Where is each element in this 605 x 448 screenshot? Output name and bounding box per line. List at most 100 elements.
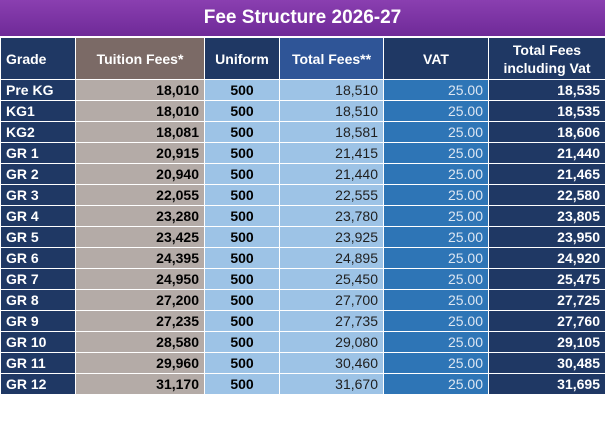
cell-total-including-vat: 21,440 [488, 142, 605, 164]
cell-total-including-vat: 30,485 [488, 352, 605, 374]
cell-grade: GR 11 [0, 352, 76, 374]
cell-total-fees: 29,080 [279, 331, 384, 353]
fee-table-body: Pre KG 18,010 500 18,510 25.00 18,535 KG1 18,01… [0, 79, 605, 395]
table-header-row: Grade Tuition Fees* Uniform Total Fees**… [0, 37, 605, 80]
cell-vat: 25.00 [383, 163, 489, 185]
cell-uniform: 500 [204, 184, 280, 206]
cell-total-fees: 18,581 [279, 121, 384, 143]
cell-vat: 25.00 [383, 247, 489, 269]
cell-total-fees: 18,510 [279, 100, 384, 122]
cell-tuition-fees: 18,010 [75, 79, 205, 101]
cell-uniform: 500 [204, 121, 280, 143]
table-row: GR 11 29,960 500 30,460 25.00 30,485 [0, 352, 605, 374]
cell-total-fees: 27,735 [279, 310, 384, 332]
cell-total-fees: 31,670 [279, 373, 384, 395]
cell-total-fees: 18,510 [279, 79, 384, 101]
cell-grade: GR 10 [0, 331, 76, 353]
table-row: KG1 18,010 500 18,510 25.00 18,535 [0, 100, 605, 122]
cell-uniform: 500 [204, 79, 280, 101]
table-row: GR 7 24,950 500 25,450 25.00 25,475 [0, 268, 605, 290]
cell-grade: GR 8 [0, 289, 76, 311]
table-row: GR 8 27,200 500 27,700 25.00 27,725 [0, 289, 605, 311]
cell-total-including-vat: 23,805 [488, 205, 605, 227]
cell-tuition-fees: 18,010 [75, 100, 205, 122]
cell-tuition-fees: 29,960 [75, 352, 205, 374]
cell-uniform: 500 [204, 289, 280, 311]
table-row: GR 10 28,580 500 29,080 25.00 29,105 [0, 331, 605, 353]
cell-vat: 25.00 [383, 226, 489, 248]
cell-uniform: 500 [204, 331, 280, 353]
cell-tuition-fees: 23,425 [75, 226, 205, 248]
cell-total-fees: 22,555 [279, 184, 384, 206]
cell-vat: 25.00 [383, 121, 489, 143]
cell-vat: 25.00 [383, 142, 489, 164]
cell-grade: Pre KG [0, 79, 76, 101]
cell-uniform: 500 [204, 373, 280, 395]
cell-uniform: 500 [204, 142, 280, 164]
cell-grade: GR 9 [0, 310, 76, 332]
cell-grade: GR 4 [0, 205, 76, 227]
cell-uniform: 500 [204, 226, 280, 248]
table-row: GR 5 23,425 500 23,925 25.00 23,950 [0, 226, 605, 248]
cell-uniform: 500 [204, 205, 280, 227]
column-header-vat: VAT [383, 37, 489, 80]
cell-uniform: 500 [204, 247, 280, 269]
cell-vat: 25.00 [383, 268, 489, 290]
cell-tuition-fees: 27,200 [75, 289, 205, 311]
cell-grade: GR 1 [0, 142, 76, 164]
cell-tuition-fees: 24,395 [75, 247, 205, 269]
cell-vat: 25.00 [383, 100, 489, 122]
page-title: Fee Structure 2026-27 [0, 0, 605, 37]
cell-vat: 25.00 [383, 310, 489, 332]
cell-total-including-vat: 18,535 [488, 100, 605, 122]
cell-tuition-fees: 23,280 [75, 205, 205, 227]
cell-tuition-fees: 24,950 [75, 268, 205, 290]
cell-vat: 25.00 [383, 352, 489, 374]
column-header-total-fees: Total Fees** [279, 37, 384, 80]
cell-vat: 25.00 [383, 331, 489, 353]
fee-table: Grade Tuition Fees* Uniform Total Fees**… [0, 37, 605, 395]
cell-uniform: 500 [204, 268, 280, 290]
cell-total-fees: 23,925 [279, 226, 384, 248]
cell-total-including-vat: 31,695 [488, 373, 605, 395]
table-row: GR 12 31,170 500 31,670 25.00 31,695 [0, 373, 605, 395]
cell-tuition-fees: 28,580 [75, 331, 205, 353]
cell-grade: GR 6 [0, 247, 76, 269]
cell-tuition-fees: 27,235 [75, 310, 205, 332]
cell-grade: GR 5 [0, 226, 76, 248]
column-header-tuition-fees: Tuition Fees* [75, 37, 205, 80]
cell-total-including-vat: 24,920 [488, 247, 605, 269]
cell-total-fees: 25,450 [279, 268, 384, 290]
cell-tuition-fees: 22,055 [75, 184, 205, 206]
cell-total-including-vat: 21,465 [488, 163, 605, 185]
cell-total-fees: 23,780 [279, 205, 384, 227]
cell-grade: KG1 [0, 100, 76, 122]
cell-total-including-vat: 22,580 [488, 184, 605, 206]
cell-vat: 25.00 [383, 289, 489, 311]
cell-vat: 25.00 [383, 79, 489, 101]
cell-grade: GR 7 [0, 268, 76, 290]
column-header-uniform: Uniform [204, 37, 280, 80]
column-header-total-including-vat: Total Fees including Vat [488, 37, 605, 80]
cell-total-fees: 27,700 [279, 289, 384, 311]
cell-total-fees: 21,415 [279, 142, 384, 164]
cell-uniform: 500 [204, 310, 280, 332]
cell-uniform: 500 [204, 352, 280, 374]
cell-tuition-fees: 20,940 [75, 163, 205, 185]
cell-total-fees: 21,440 [279, 163, 384, 185]
cell-vat: 25.00 [383, 205, 489, 227]
column-header-grade: Grade [0, 37, 76, 80]
cell-total-including-vat: 27,760 [488, 310, 605, 332]
cell-uniform: 500 [204, 163, 280, 185]
cell-total-fees: 30,460 [279, 352, 384, 374]
cell-total-including-vat: 23,950 [488, 226, 605, 248]
cell-total-including-vat: 25,475 [488, 268, 605, 290]
cell-grade: GR 12 [0, 373, 76, 395]
table-row: GR 4 23,280 500 23,780 25.00 23,805 [0, 205, 605, 227]
table-row: GR 6 24,395 500 24,895 25.00 24,920 [0, 247, 605, 269]
cell-vat: 25.00 [383, 373, 489, 395]
cell-vat: 25.00 [383, 184, 489, 206]
cell-grade: GR 3 [0, 184, 76, 206]
cell-grade: GR 2 [0, 163, 76, 185]
cell-total-including-vat: 18,606 [488, 121, 605, 143]
